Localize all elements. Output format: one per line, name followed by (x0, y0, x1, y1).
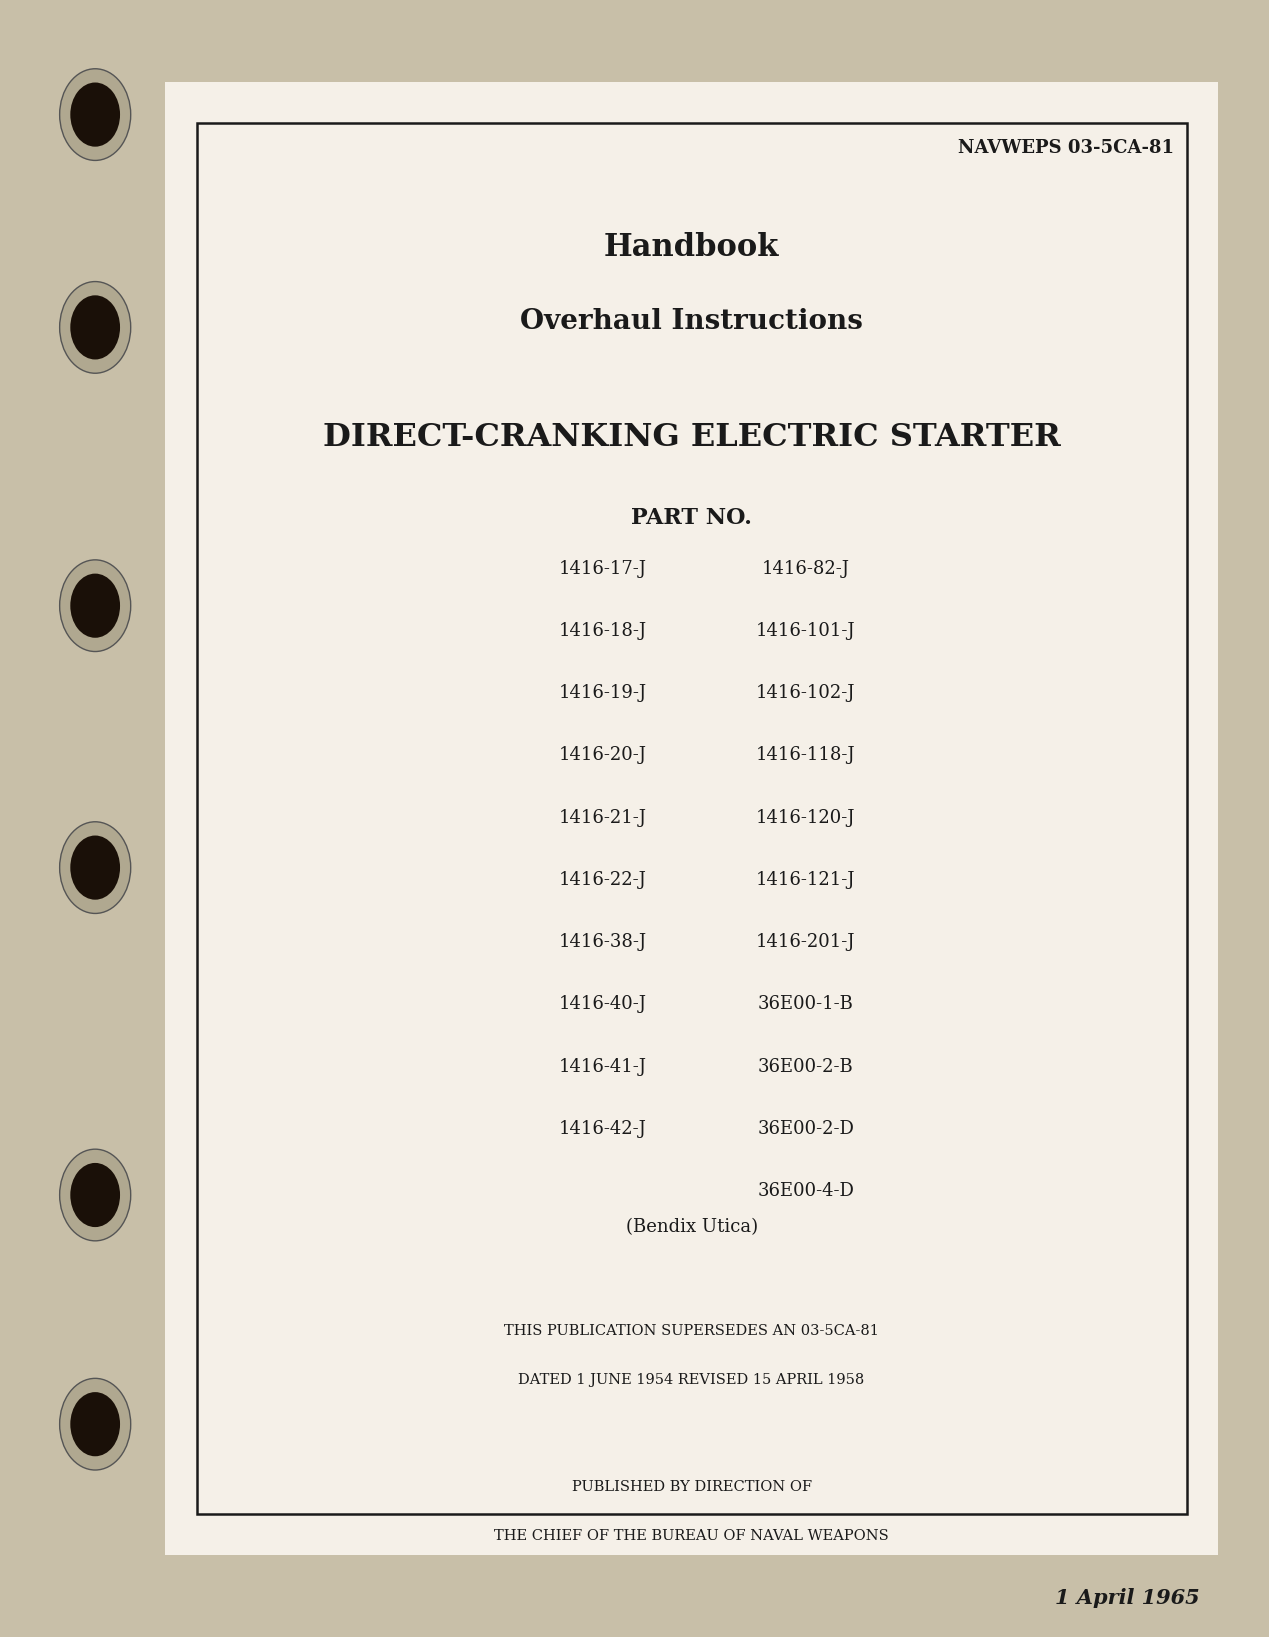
Circle shape (60, 560, 131, 652)
Text: 1416-201-J: 1416-201-J (756, 933, 855, 951)
Text: 1416-82-J: 1416-82-J (761, 560, 850, 578)
Text: PART NO.: PART NO. (631, 507, 753, 529)
Text: 1416-40-J: 1416-40-J (558, 995, 647, 1013)
Circle shape (60, 282, 131, 373)
Circle shape (70, 295, 121, 360)
Text: 1416-121-J: 1416-121-J (756, 871, 855, 889)
Text: (Bendix Utica): (Bendix Utica) (626, 1218, 758, 1236)
Text: DIRECT-CRANKING ELECTRIC STARTER: DIRECT-CRANKING ELECTRIC STARTER (322, 422, 1061, 453)
Text: Handbook: Handbook (604, 232, 779, 264)
Text: 36E00-4-D: 36E00-4-D (758, 1182, 854, 1200)
Text: 1416-17-J: 1416-17-J (558, 560, 647, 578)
Text: 1 April 1965: 1 April 1965 (1055, 1588, 1199, 1608)
Text: 1416-18-J: 1416-18-J (558, 622, 647, 640)
Text: 1416-38-J: 1416-38-J (558, 933, 647, 951)
Circle shape (70, 82, 121, 147)
Text: 1416-20-J: 1416-20-J (558, 746, 647, 764)
Circle shape (70, 835, 121, 900)
Text: 1416-19-J: 1416-19-J (558, 684, 647, 702)
Circle shape (70, 1391, 121, 1457)
Text: NAVWEPS 03-5CA-81: NAVWEPS 03-5CA-81 (958, 139, 1174, 157)
Circle shape (70, 573, 121, 638)
Circle shape (60, 69, 131, 160)
Text: DATED 1 JUNE 1954 REVISED 15 APRIL 1958: DATED 1 JUNE 1954 REVISED 15 APRIL 1958 (519, 1373, 864, 1388)
Text: 36E00-2-D: 36E00-2-D (758, 1120, 854, 1138)
Circle shape (70, 1162, 121, 1228)
Circle shape (60, 1378, 131, 1470)
Text: 36E00-2-B: 36E00-2-B (758, 1058, 854, 1076)
Text: PUBLISHED BY DIRECTION OF: PUBLISHED BY DIRECTION OF (571, 1480, 812, 1495)
Circle shape (60, 1149, 131, 1241)
Bar (165, 82, 1218, 1555)
Text: 1416-102-J: 1416-102-J (756, 684, 855, 702)
Text: THE CHIEF OF THE BUREAU OF NAVAL WEAPONS: THE CHIEF OF THE BUREAU OF NAVAL WEAPONS (494, 1529, 890, 1544)
Text: 1416-101-J: 1416-101-J (756, 622, 855, 640)
Text: THIS PUBLICATION SUPERSEDES AN 03-5CA-81: THIS PUBLICATION SUPERSEDES AN 03-5CA-81 (504, 1324, 879, 1339)
Text: 1416-41-J: 1416-41-J (558, 1058, 647, 1076)
Text: Overhaul Instructions: Overhaul Instructions (520, 308, 863, 334)
Text: 1416-120-J: 1416-120-J (756, 809, 855, 827)
Text: 1416-21-J: 1416-21-J (558, 809, 647, 827)
Bar (197, 123, 1187, 1514)
Circle shape (60, 822, 131, 913)
Text: 36E00-1-B: 36E00-1-B (758, 995, 854, 1013)
Text: 1416-42-J: 1416-42-J (558, 1120, 647, 1138)
Text: 1416-118-J: 1416-118-J (756, 746, 855, 764)
Text: 1416-22-J: 1416-22-J (558, 871, 647, 889)
